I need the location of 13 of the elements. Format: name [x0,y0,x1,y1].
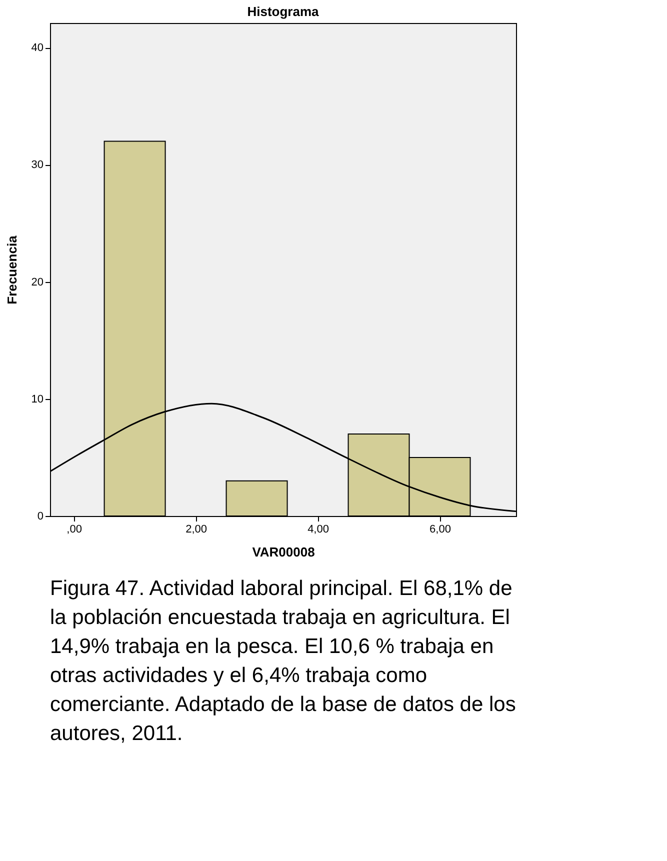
x-axis-title: VAR00008 [252,544,315,560]
y-tick-label: 30 [31,159,44,172]
x-tick-label: 4,00 [308,524,329,536]
y-axis-title: Frecuencia [4,234,20,304]
y-tick-label: 20 [31,276,44,288]
x-tick-label: 2,00 [186,524,207,536]
y-tick-label: 40 [31,42,44,54]
x-tick-label: 6,00 [430,524,451,536]
y-tick-label: 0 [37,510,44,522]
y-tick-label: 10 [31,393,44,406]
chart-title: Histograma [247,4,320,19]
x-tick-label: ,00 [66,524,82,536]
text: Figura 47. Actividad laboral principal. El 68,1% de la población encuestada trabaja en agricultura. El 14,9% trabaja en la pesca. El 10,6 % trabaja en otras actividades y el 6,4% trabaja como comerciante. Adaptado de la base de datos de los autores, 2011. [50,577,516,745]
